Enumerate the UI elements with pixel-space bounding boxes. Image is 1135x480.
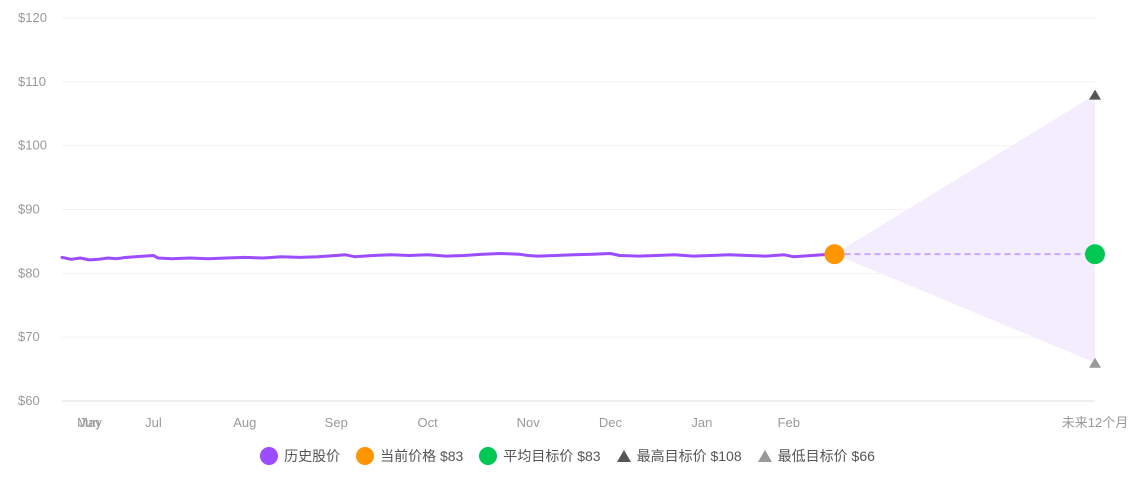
y-tick-label: $80 <box>18 265 40 280</box>
x-tick-label: Dec <box>599 415 623 430</box>
x-tick-label: Feb <box>778 415 800 430</box>
legend-item[interactable]: 当前价格 $83 <box>356 446 463 466</box>
average-target-marker <box>1085 244 1105 265</box>
x-tick-label: 未来12个月 <box>1062 415 1128 430</box>
legend-dot-icon <box>260 447 279 465</box>
current-price-marker <box>824 244 845 265</box>
x-tick-label: Jul <box>145 415 162 430</box>
legend-label: 最高目标价 $108 <box>636 448 742 464</box>
y-tick-label: $120 <box>18 10 47 25</box>
legend-dot-icon <box>479 447 498 465</box>
legend-item[interactable]: 最高目标价 $108 <box>616 446 742 466</box>
x-tick-label: Aug <box>233 415 256 430</box>
y-axis: $120 $110 $100 $90 $80 $70 $60 <box>18 10 47 408</box>
legend-label: 历史股价 <box>284 448 341 464</box>
legend-dot-icon <box>356 447 375 465</box>
x-tick-label: Jan <box>691 415 712 430</box>
y-tick-label: $60 <box>18 393 40 408</box>
y-tick-label: $100 <box>18 138 47 153</box>
legend-label: 当前价格 $83 <box>380 448 464 464</box>
legend-item[interactable]: 平均目标价 $83 <box>479 446 601 466</box>
legend-label: 最低目标价 $66 <box>777 448 875 464</box>
markers-layer <box>824 89 1105 368</box>
high-target-marker <box>1089 89 1101 100</box>
x-tick-label: Oct <box>418 415 439 430</box>
target-range-band <box>834 94 1095 363</box>
x-tick-label: Sep <box>325 415 348 430</box>
legend-item[interactable]: 最低目标价 $66 <box>757 446 875 466</box>
low-target-marker <box>1089 357 1101 368</box>
y-tick-label: $70 <box>18 329 40 344</box>
forecast-band <box>834 94 1095 363</box>
x-tick-label: Jun <box>79 415 100 430</box>
legend-item[interactable]: 历史股价 <box>260 446 340 466</box>
legend: 历史股价 当前价格 $83 平均目标价 $83 最高目标价 $108 最低目标价 $66 <box>0 446 1135 466</box>
x-tick-label: May <box>77 415 102 430</box>
y-tick-label: $90 <box>18 202 40 217</box>
legend-triangle-icon <box>757 450 772 462</box>
y-tick-label: $110 <box>18 74 46 89</box>
history-line <box>60 252 832 262</box>
series-layer <box>60 252 1095 262</box>
legend-label: 平均目标价 $83 <box>503 448 601 464</box>
x-tick-label: Nov <box>517 415 541 430</box>
legend-triangle-icon <box>616 450 631 462</box>
